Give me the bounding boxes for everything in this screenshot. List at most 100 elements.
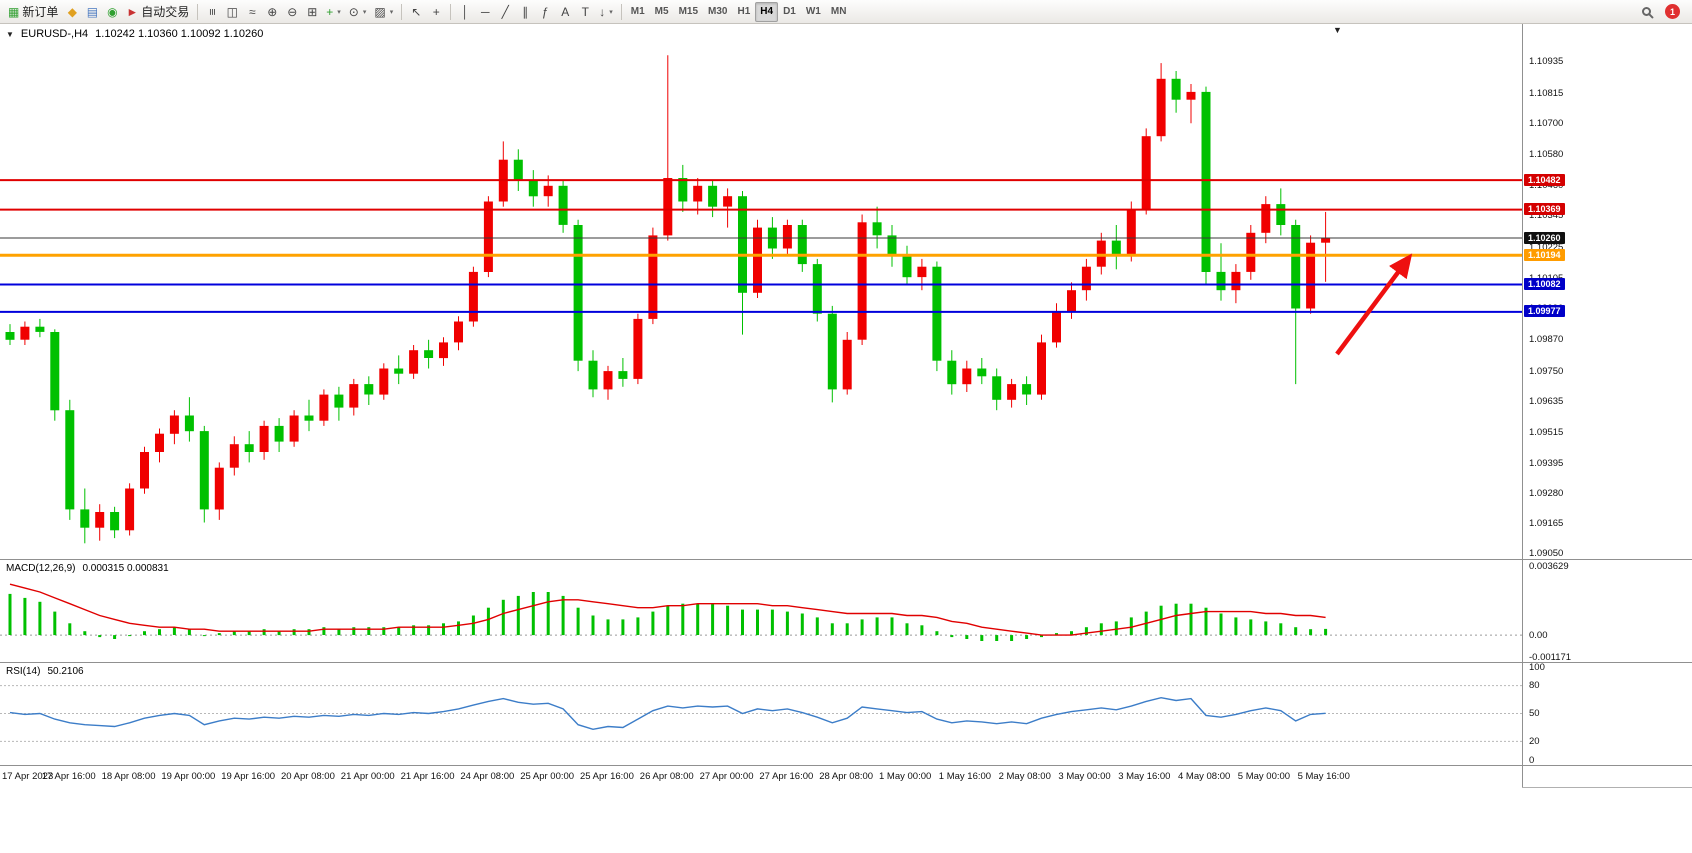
time-tick-label: 3 May 16:00 — [1118, 771, 1171, 782]
chart-symbol-period: EURUSD-,H4 — [20, 28, 89, 40]
time-tick-label: 1 May 00:00 — [879, 771, 932, 782]
macd-max-label: 0.003629 — [1529, 561, 1569, 572]
chart-collapse-icon[interactable]: ▼ — [6, 29, 14, 39]
horizontal-line-icon: ─ — [480, 4, 490, 19]
timeframe-m1-button[interactable]: M1 — [630, 6, 645, 17]
text-label-icon: T — [581, 4, 589, 19]
time-tick-label: 5 May 16:00 — [1297, 771, 1350, 782]
macd-pane[interactable]: MACD(12,26,9) 0.000315 0.000831 — [0, 560, 1522, 663]
vertical-line-icon: │ — [461, 4, 469, 19]
search-button[interactable] — [1636, 2, 1656, 22]
crosshair-button[interactable]: + — [426, 2, 446, 22]
time-tick-label: 28 Apr 08:00 — [819, 771, 874, 782]
channel-icon: ∥ — [522, 4, 529, 19]
zoom-out-button[interactable]: ⊖ — [282, 2, 302, 22]
timeframe-mn-button[interactable]: MN — [830, 6, 847, 17]
toolbar: ▦ 新订单 ◆ ▤ ◉ ► 自动交易 ≡ ◫ ≈ ⊕ ⊖ ⊞ + ▾ ⊙ ▾ ▨ ▾ ↖ + │ ─ ╱ ∥ ƒ A T ↓ ▾ M1 M5 M… — [0, 0, 1692, 24]
line-chart-button[interactable]: ≈ — [242, 2, 262, 22]
refresh-icon: ◉ — [107, 4, 118, 19]
candlestick-chart[interactable] — [0, 24, 1522, 559]
rsi-chart[interactable] — [0, 663, 1522, 765]
market-watch-button[interactable]: ◆ — [62, 2, 82, 22]
timeframe-d1-button[interactable]: D1 — [783, 6, 796, 17]
time-tick-label: 24 Apr 08:00 — [460, 771, 515, 782]
time-tick-label: 20 Apr 08:00 — [281, 771, 335, 782]
arrows-button[interactable]: ↓ ▾ — [595, 2, 617, 22]
price-tick-label: 1.10460 — [1529, 180, 1564, 192]
bar-chart-button[interactable]: ≡ — [202, 2, 222, 22]
toolbar-separator — [450, 3, 452, 20]
time-tick-label: 21 Apr 16:00 — [400, 771, 455, 782]
vertical-line-button[interactable]: │ — [455, 2, 475, 22]
timeframe-m15-button[interactable]: M15 — [678, 6, 699, 17]
timeframe-h1-button[interactable]: H1 — [737, 6, 751, 17]
chart-shift-marker[interactable]: ▼ — [1333, 25, 1342, 35]
auto-trading-button[interactable]: ► 自动交易 — [122, 2, 193, 22]
price-tick-label: 1.09280 — [1529, 488, 1564, 500]
toolbar-right: 1 — [1636, 2, 1688, 22]
price-axis[interactable]: 1.10935 1.10815 1.10700 1.10580 1.10460 1.103… — [1522, 24, 1692, 787]
cursor-button[interactable]: ↖ — [406, 2, 426, 22]
candlestick-icon: ◫ — [226, 4, 238, 19]
timeframe-m5-button[interactable]: M5 — [654, 6, 669, 17]
dropdown-arrow-icon[interactable]: ▾ — [389, 8, 394, 16]
refresh-button[interactable]: ◉ — [102, 2, 122, 22]
rsi-value: 50.2106 — [47, 666, 84, 677]
dropdown-arrow-icon[interactable]: ▾ — [337, 8, 341, 16]
price-badge-resistance-2: 1.10369 — [1524, 203, 1565, 216]
time-tick-label: 21 Apr 00:00 — [340, 771, 395, 782]
rsi-pane[interactable]: RSI(14) 50.2106 — [0, 663, 1522, 766]
price-badge-resistance-1: 1.10482 — [1524, 173, 1565, 186]
templates-button[interactable]: ▨ ▾ — [370, 2, 397, 22]
rsi-level-label: 80 — [1529, 680, 1540, 692]
time-tick-label: 5 May 00:00 — [1237, 771, 1291, 782]
text-button[interactable]: A — [555, 2, 575, 22]
new-order-button[interactable]: ▦ 新订单 — [4, 2, 62, 22]
timeframe-m30-button[interactable]: M30 — [708, 6, 728, 17]
periods-button[interactable]: ⊙ ▾ — [345, 2, 371, 22]
macd-min-label: -0.001171 — [1529, 652, 1572, 663]
pane-separator — [1523, 765, 1692, 766]
time-tick-label: 18 Apr 08:00 — [101, 771, 156, 782]
macd-name: MACD(12,26,9) — [6, 563, 76, 574]
fibonacci-button[interactable]: ƒ — [535, 2, 555, 22]
zoom-in-button[interactable]: ⊕ — [262, 2, 282, 22]
search-icon — [1641, 7, 1651, 16]
template-icon: ▨ — [374, 4, 386, 19]
market-watch-icon: ◆ — [67, 4, 77, 19]
text-icon: A — [561, 4, 570, 19]
trendline-icon: ╱ — [501, 4, 509, 19]
tile-windows-button[interactable]: ⊞ — [302, 2, 322, 22]
new-order-button-label: 新订单 — [22, 5, 59, 19]
time-axis[interactable]: 17 Apr 2023 17 Apr 16:00 18 Apr 08:00 19 Ap… — [0, 766, 1522, 788]
timeframe-w1-button[interactable]: W1 — [805, 6, 821, 17]
rsi-level-label: 20 — [1529, 735, 1540, 747]
price-badge-current-price: 1.10260 — [1524, 231, 1565, 244]
indicators-button[interactable]: + ▾ — [322, 2, 345, 22]
horizontal-line-button[interactable]: ─ — [475, 2, 495, 22]
channel-button[interactable]: ∥ — [515, 2, 535, 22]
pane-separator — [1523, 559, 1692, 560]
candlestick-chart-button[interactable]: ◫ — [222, 2, 242, 22]
chart-profiles-button[interactable]: ▤ — [82, 2, 102, 22]
rsi-label: RSI(14) 50.2106 — [6, 666, 84, 677]
price-tick-label: 1.09050 — [1529, 548, 1564, 560]
auto-trading-button-label: 自动交易 — [141, 5, 190, 19]
toolbar-separator — [620, 3, 622, 20]
dropdown-arrow-icon[interactable]: ▾ — [362, 8, 367, 16]
price-chart-pane[interactable]: ▼ EURUSD-,H4 1.10242 1.10360 1.10092 1.1… — [0, 24, 1522, 560]
rsi-name: RSI(14) — [6, 666, 41, 677]
price-tick-label: 1.09635 — [1529, 395, 1564, 407]
text-label-button[interactable]: T — [575, 2, 595, 22]
dropdown-arrow-icon[interactable]: ▾ — [609, 8, 613, 16]
price-tick-label: 1.10345 — [1529, 210, 1564, 222]
chart-title: ▼ EURUSD-,H4 1.10242 1.10360 1.10092 1.1… — [6, 28, 263, 40]
notifications-button[interactable]: 1 — [1665, 4, 1680, 19]
time-tick-label: 1 May 16:00 — [938, 771, 992, 782]
timeframe-h4-button[interactable]: H4 — [755, 1, 779, 22]
line-chart-icon: ≈ — [248, 4, 256, 19]
macd-chart[interactable] — [0, 560, 1522, 662]
price-badge-pivot: 1.10194 — [1524, 248, 1565, 261]
trendline-button[interactable]: ╱ — [495, 2, 515, 22]
